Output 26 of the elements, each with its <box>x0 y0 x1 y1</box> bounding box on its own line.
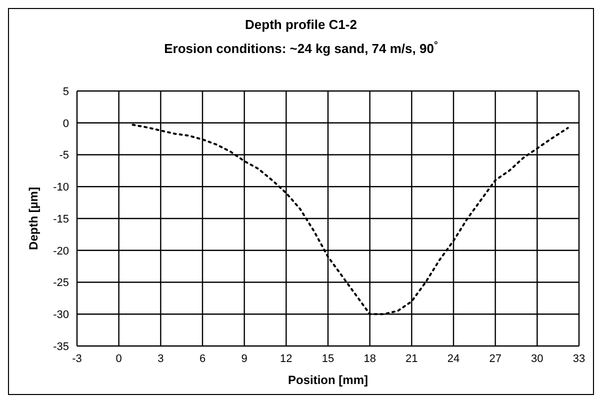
y-tick-label: -30 <box>53 309 69 322</box>
x-tick-label: 12 <box>280 352 292 365</box>
x-tick-label: 3 <box>158 352 164 365</box>
y-tick-label: -15 <box>53 213 69 226</box>
x-tick-label: 24 <box>447 352 460 365</box>
y-tick-label: -10 <box>53 182 69 194</box>
chart-subtitle: Erosion conditions: ~24 kg sand, 74 m/s, 90$^{°}$ <box>164 40 438 56</box>
x-tick-label: 33 <box>572 352 586 365</box>
x-tick-label: 0 <box>116 352 122 365</box>
x-tick-label: 21 <box>406 352 418 365</box>
x-tick-label: 6 <box>199 352 206 365</box>
y-tick-label: 5 <box>62 86 69 98</box>
x-tick-label: -3 <box>72 352 82 365</box>
x-tick-label: 9 <box>241 352 248 365</box>
y-tick-label: -20 <box>53 245 69 258</box>
y-tick-label: -35 <box>53 340 69 353</box>
x-tick-label: 30 <box>531 352 544 365</box>
chart-title: Depth profile C1-2 <box>245 17 357 32</box>
y-axis-title: Depth [µm] <box>26 187 40 250</box>
x-tick-label: 27 <box>489 352 502 365</box>
y-tick-label: 0 <box>62 118 69 130</box>
x-tick-label: 18 <box>364 352 376 365</box>
x-tick-label: 15 <box>322 352 334 365</box>
x-axis-title: Position [mm] <box>288 373 368 387</box>
y-tick-label: -25 <box>53 277 69 290</box>
y-tick-label: -5 <box>59 150 69 162</box>
